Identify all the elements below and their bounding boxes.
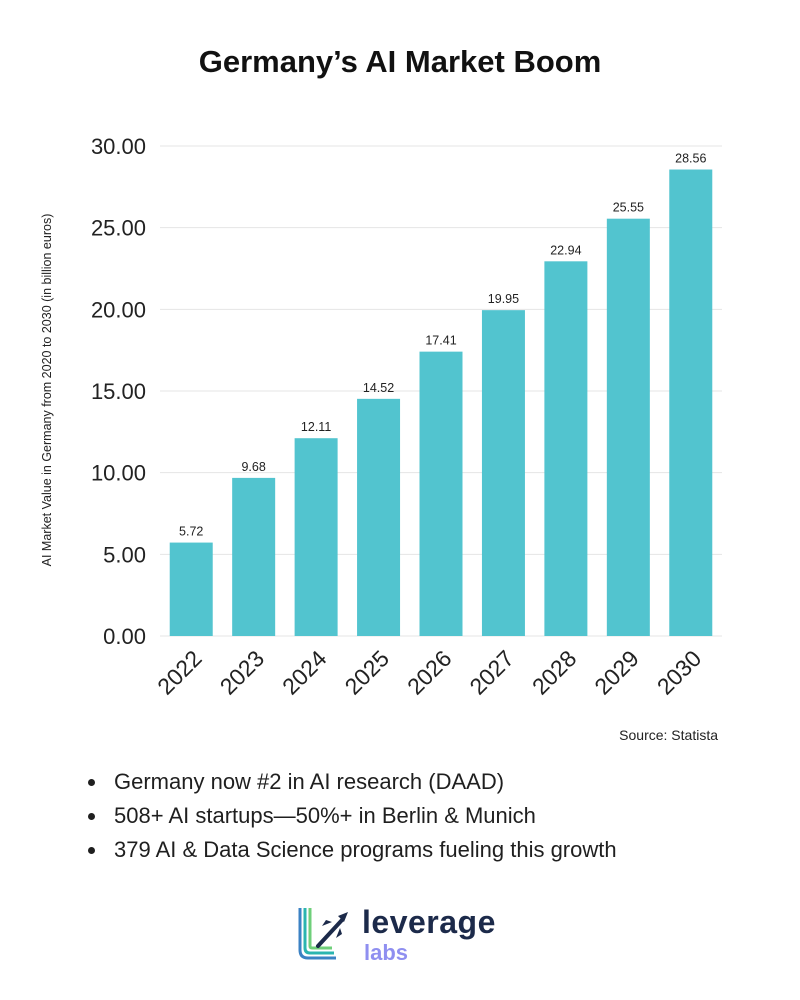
key-facts-list: Germany now #2 in AI research (DAAD) 508… <box>88 765 617 867</box>
brand-name: leverage <box>362 904 496 940</box>
list-item: Germany now #2 in AI research (DAAD) <box>88 765 617 799</box>
x-tick-label: 2030 <box>652 645 707 700</box>
y-tick-label: 0.00 <box>103 624 146 649</box>
y-tick-label: 25.00 <box>91 216 146 241</box>
x-tick-label: 2023 <box>215 645 270 700</box>
x-tick-label: 2029 <box>589 645 644 700</box>
list-item: 379 AI & Data Science programs fueling t… <box>88 833 617 867</box>
bar <box>669 169 713 636</box>
data-label: 19.95 <box>488 292 519 306</box>
data-label: 5.72 <box>179 525 203 539</box>
x-tick-label: 2022 <box>152 645 207 700</box>
y-tick-label: 10.00 <box>91 461 146 486</box>
bullet-icon <box>88 779 95 786</box>
brand-logo: leverage labs <box>296 904 536 974</box>
data-label: 12.11 <box>301 420 331 434</box>
y-tick-label: 15.00 <box>91 379 146 404</box>
bar <box>232 477 276 636</box>
data-label: 28.56 <box>675 152 706 166</box>
bar <box>606 218 650 636</box>
x-tick-label: 2028 <box>527 645 582 700</box>
chart-title: Germany’s AI Market Boom <box>198 44 602 79</box>
y-tick-label: 30.00 <box>91 134 146 159</box>
list-item-text: 508+ AI startups—50%+ in Berlin & Munich <box>114 803 536 828</box>
list-item-text: Germany now #2 in AI research (DAAD) <box>114 769 505 794</box>
list-item: 508+ AI startups—50%+ in Berlin & Munich <box>88 799 617 833</box>
rocket-icon <box>298 908 348 960</box>
data-label: 9.68 <box>241 460 265 474</box>
bar <box>544 261 588 636</box>
data-label: 25.55 <box>613 201 644 215</box>
data-label: 22.94 <box>550 243 581 257</box>
bullet-icon <box>88 813 95 820</box>
x-tick-label: 2026 <box>402 645 457 700</box>
list-item-text: 379 AI & Data Science programs fueling t… <box>114 837 617 862</box>
bar <box>481 310 525 636</box>
bar <box>357 398 401 636</box>
data-label: 14.52 <box>363 381 394 395</box>
brand-sub: labs <box>364 940 409 965</box>
bullet-icon <box>88 847 95 854</box>
bar <box>419 351 463 636</box>
data-label: 17.41 <box>425 334 456 348</box>
source-note: Source: Statista <box>619 727 718 743</box>
x-tick-label: 2025 <box>340 645 395 700</box>
bar-chart: 0.00 5.00 10.00 15.00 20.00 25.00 30.00 AI Mark… <box>40 134 722 700</box>
y-tick-label: 5.00 <box>103 542 146 567</box>
bar <box>294 438 338 636</box>
y-tick-label: 20.00 <box>91 297 146 322</box>
x-tick-label: 2024 <box>277 645 332 700</box>
bar <box>169 542 213 636</box>
x-tick-label: 2027 <box>464 645 519 700</box>
y-axis-label: AI Market Value in Germany from 2020 to … <box>40 214 54 567</box>
